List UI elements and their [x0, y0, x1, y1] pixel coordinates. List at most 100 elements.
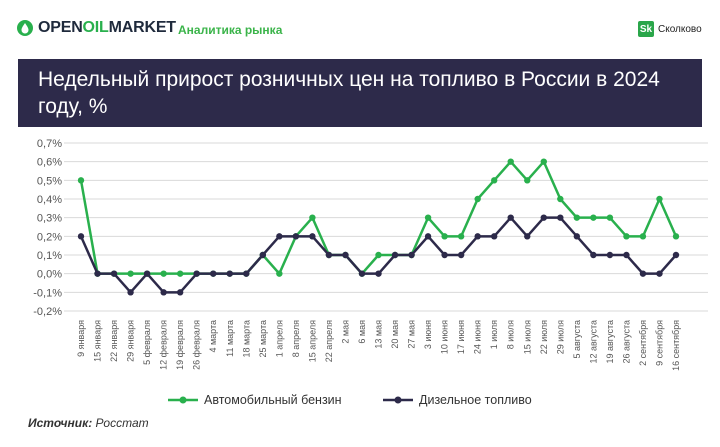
x-tick-label: 15 января — [93, 320, 103, 362]
x-tick-label: 26 февраля — [192, 320, 202, 370]
x-tick-label: 22 июля — [539, 320, 549, 354]
x-tick-label: 9 сентября — [654, 320, 664, 366]
x-tick-label: 17 июня — [456, 320, 466, 354]
x-tick-label: 1 апреля — [274, 320, 284, 357]
x-tick-label: 8 апреля — [291, 320, 301, 357]
data-point — [375, 270, 382, 277]
data-point — [573, 214, 581, 221]
data-point — [77, 233, 85, 240]
data-point — [623, 251, 630, 259]
data-point — [507, 214, 514, 221]
x-tick-label: 9 января — [76, 320, 86, 357]
x-tick-label: 27 мая — [407, 320, 417, 349]
data-point — [358, 270, 366, 277]
data-point — [441, 233, 448, 240]
data-point — [226, 270, 233, 277]
y-tick-label: 0,0% — [37, 269, 62, 281]
x-tick-label: 8 июля — [506, 320, 516, 349]
x-tick-label: 24 июня — [473, 320, 483, 354]
data-point — [342, 251, 349, 259]
data-point — [110, 270, 118, 277]
data-point — [672, 233, 680, 240]
data-point — [639, 270, 647, 277]
data-point — [639, 233, 647, 240]
data-point — [176, 270, 184, 277]
data-point — [557, 214, 564, 221]
data-point — [176, 289, 184, 296]
legend-label-gasoline: Автомобильный бензин — [204, 393, 342, 407]
x-tick-label: 15 июля — [522, 320, 532, 354]
x-tick-label: 19 августа — [605, 320, 615, 364]
data-point — [276, 233, 283, 240]
partner-logo: Sk Сколково — [638, 21, 702, 37]
data-point — [243, 270, 250, 277]
data-point — [391, 251, 399, 259]
brand-logo: OPENOILMARKET — [16, 17, 176, 39]
data-point — [127, 289, 134, 296]
data-point — [474, 233, 481, 240]
data-point — [524, 233, 531, 240]
data-point — [160, 289, 167, 296]
data-point — [540, 214, 547, 221]
y-tick-label: -0,2% — [33, 306, 62, 318]
data-point — [309, 214, 316, 221]
y-tick-label: 0,1% — [37, 250, 62, 262]
data-point — [524, 177, 531, 184]
x-tick-label: 20 мая — [390, 320, 400, 349]
data-point — [656, 270, 663, 277]
legend-item-diesel: Дизельное топливо — [383, 393, 532, 407]
x-tick-label: 12 февраля — [159, 320, 169, 370]
x-tick-label: 2 сентября — [638, 320, 648, 366]
data-point — [490, 233, 498, 240]
x-tick-label: 15 апреля — [307, 320, 317, 362]
x-tick-label: 16 сентября — [671, 320, 681, 371]
y-tick-label: 0,5% — [37, 175, 62, 187]
data-point — [590, 251, 597, 259]
source-note: Источник: Росстат — [28, 416, 149, 430]
data-point — [424, 233, 432, 240]
x-tick-label: 29 июля — [555, 320, 565, 354]
data-point — [309, 233, 316, 240]
data-point — [193, 270, 200, 277]
data-point — [210, 270, 217, 277]
x-tick-label: 5 февраля — [142, 320, 152, 365]
x-tick-label: 26 августа — [621, 320, 631, 364]
y-tick-label: 0,3% — [37, 213, 62, 225]
x-tick-label: 4 марта — [208, 320, 218, 353]
data-point — [424, 214, 432, 221]
data-point — [457, 233, 465, 240]
x-tick-label: 18 марта — [241, 320, 251, 358]
data-point — [606, 214, 614, 221]
x-tick-label: 12 августа — [588, 320, 598, 364]
data-point — [325, 251, 333, 259]
data-point — [672, 251, 680, 259]
x-tick-label: 29 января — [126, 320, 136, 362]
brand-name: OPENOILMARKET — [38, 19, 176, 36]
x-tick-label: 6 мая — [357, 320, 367, 344]
oil-drop-icon — [17, 20, 33, 36]
title-bar: Недельный прирост розничных цен на топли… — [18, 59, 702, 127]
data-point — [490, 177, 498, 184]
data-point — [375, 251, 382, 259]
data-point — [441, 251, 448, 259]
data-point — [276, 270, 283, 277]
x-tick-label: 13 мая — [374, 320, 384, 349]
x-tick-label: 2 мая — [340, 320, 350, 344]
data-point — [457, 251, 465, 259]
x-tick-label: 5 августа — [572, 320, 582, 359]
x-tick-label: 25 марта — [258, 320, 268, 358]
y-tick-label: 0,6% — [37, 157, 62, 169]
data-point — [507, 158, 514, 165]
data-point — [590, 214, 597, 221]
x-tick-label: 22 апреля — [324, 320, 334, 362]
y-tick-label: 0,4% — [37, 194, 62, 206]
x-tick-label: 19 февраля — [175, 320, 185, 370]
skolkovo-icon: Sk — [638, 21, 654, 37]
legend-item-gasoline: Автомобильный бензин — [168, 393, 342, 407]
legend-label-diesel: Дизельное топливо — [419, 393, 532, 407]
data-point — [623, 233, 630, 240]
chart-title: Недельный прирост розничных цен на топли… — [38, 68, 660, 118]
data-point — [606, 251, 614, 259]
data-point — [143, 270, 151, 277]
partner-name: Сколково — [658, 23, 702, 35]
